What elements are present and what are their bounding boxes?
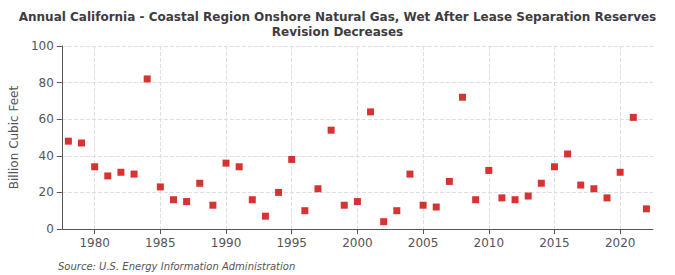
svg-text:Billion Cubic Feet: Billion Cubic Feet [7, 86, 21, 190]
svg-text:1990: 1990 [211, 236, 242, 250]
svg-text:1985: 1985 [145, 236, 176, 250]
svg-text:Annual California - Coastal Re: Annual California - Coastal Region Onsho… [19, 10, 657, 24]
svg-text:Revision Decreases: Revision Decreases [272, 25, 403, 39]
svg-text:0: 0 [46, 222, 54, 236]
svg-text:1995: 1995 [276, 236, 307, 250]
svg-text:80: 80 [39, 76, 54, 90]
svg-text:20: 20 [39, 185, 54, 199]
svg-text:2000: 2000 [342, 236, 373, 250]
svg-text:2015: 2015 [539, 236, 570, 250]
svg-text:100: 100 [31, 39, 54, 53]
svg-text:Source: U.S. Energy Informatio: Source: U.S. Energy Information Administ… [58, 261, 295, 272]
svg-text:40: 40 [39, 149, 54, 163]
svg-text:2010: 2010 [474, 236, 505, 250]
svg-text:2005: 2005 [408, 236, 439, 250]
svg-text:60: 60 [39, 112, 54, 126]
svg-text:1980: 1980 [79, 236, 110, 250]
svg-text:2020: 2020 [605, 236, 636, 250]
